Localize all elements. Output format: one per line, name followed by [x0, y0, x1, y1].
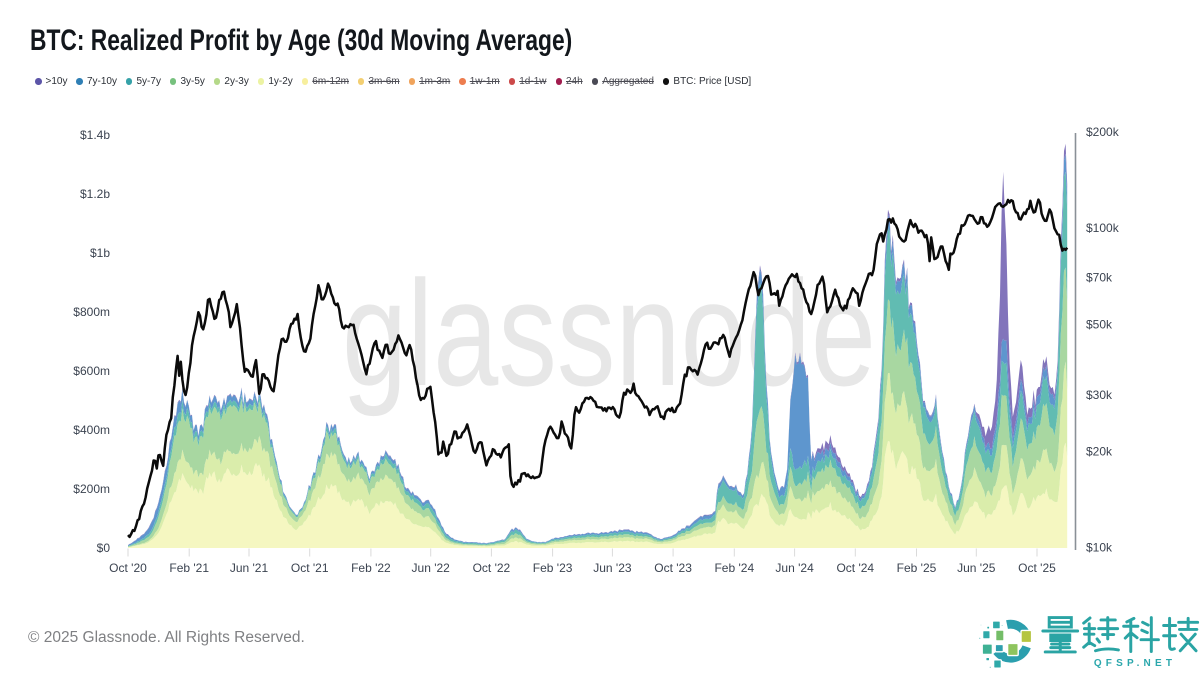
svg-text:Jun '22: Jun '22	[412, 561, 451, 575]
svg-text:$200m: $200m	[73, 482, 110, 496]
svg-text:$1b: $1b	[90, 246, 110, 260]
svg-text:Feb '22: Feb '22	[351, 561, 391, 575]
svg-text:Jun '23: Jun '23	[593, 561, 632, 575]
svg-text:$200k: $200k	[1086, 125, 1120, 139]
svg-text:$0: $0	[97, 541, 111, 555]
svg-text:Feb '23: Feb '23	[533, 561, 573, 575]
svg-text:Oct '25: Oct '25	[1018, 561, 1056, 575]
svg-text:Oct '23: Oct '23	[654, 561, 692, 575]
svg-text:$400m: $400m	[73, 423, 110, 437]
svg-text:$50k: $50k	[1086, 317, 1113, 331]
svg-text:Jun '21: Jun '21	[230, 561, 269, 575]
svg-text:Jun '24: Jun '24	[775, 561, 814, 575]
svg-text:Oct '20: Oct '20	[109, 561, 147, 575]
svg-text:QFSP.NET: QFSP.NET	[1094, 658, 1176, 669]
svg-text:$600m: $600m	[73, 364, 110, 378]
svg-text:$10k: $10k	[1086, 540, 1113, 554]
svg-text:Feb '25: Feb '25	[897, 561, 937, 575]
svg-text:Oct '22: Oct '22	[473, 561, 511, 575]
svg-text:Feb '21: Feb '21	[169, 561, 209, 575]
svg-text:$30k: $30k	[1086, 388, 1113, 402]
svg-text:Oct '21: Oct '21	[291, 561, 329, 575]
svg-text:$800m: $800m	[73, 305, 110, 319]
svg-text:$1.4b: $1.4b	[80, 128, 110, 142]
svg-text:$70k: $70k	[1086, 271, 1113, 285]
svg-text:$20k: $20k	[1086, 444, 1113, 458]
svg-text:Oct '24: Oct '24	[836, 561, 874, 575]
svg-text:$100k: $100k	[1086, 221, 1120, 235]
svg-text:$1.2b: $1.2b	[80, 187, 110, 201]
svg-text:Jun '25: Jun '25	[957, 561, 996, 575]
svg-text:Feb '24: Feb '24	[714, 561, 754, 575]
